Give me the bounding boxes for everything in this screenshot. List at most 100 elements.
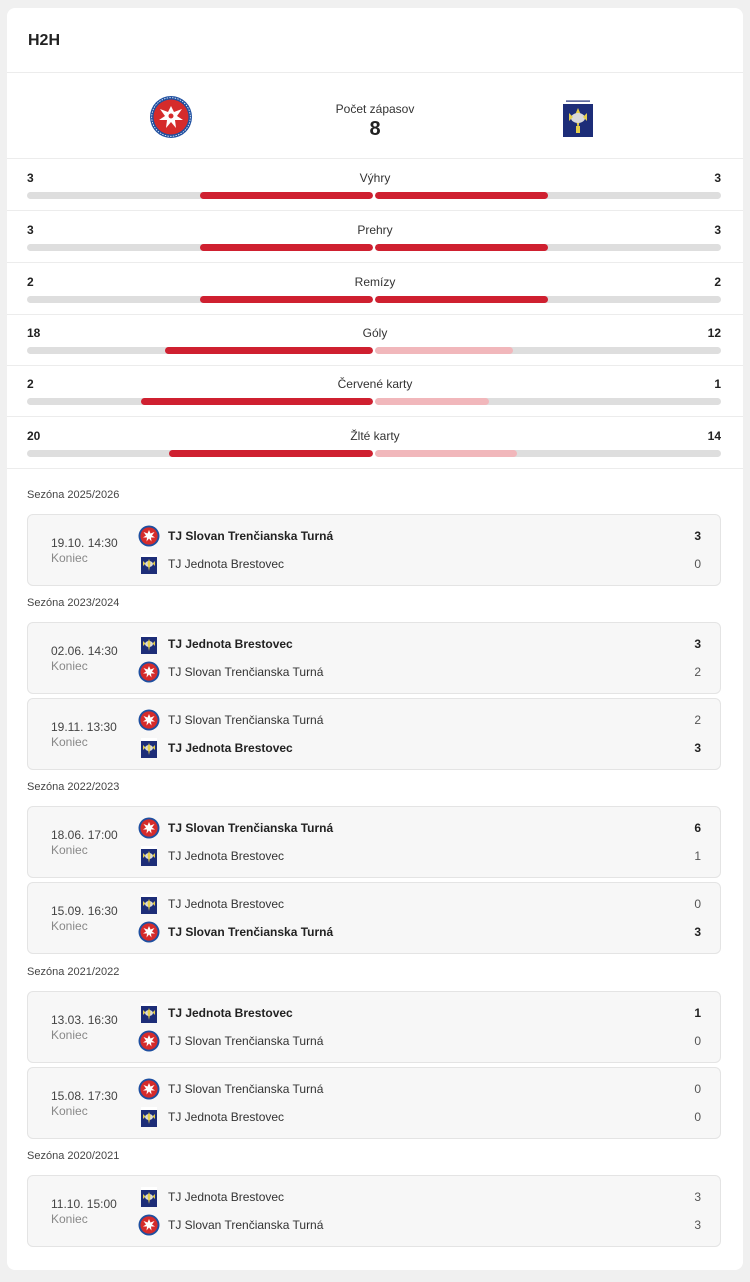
stat-home-value: 2 <box>27 275 34 289</box>
trencianska-turna-crest-icon <box>138 921 160 943</box>
season-heading: Sezóna 2025/2026 <box>27 489 120 501</box>
team-score: 3 <box>694 741 701 755</box>
stat-away-track <box>375 450 721 457</box>
stat-row: 2 Remízy 2 <box>7 263 743 315</box>
divider <box>7 210 743 211</box>
stat-home-bar <box>141 398 373 405</box>
stat-home-value: 3 <box>27 223 34 237</box>
divider <box>7 262 743 263</box>
stat-home-track <box>27 244 373 251</box>
trencianska-turna-crest-icon <box>138 1078 160 1100</box>
team-score: 0 <box>694 1082 701 1096</box>
match-team-row: TJ Slovan Trenčianska Turná 2 <box>138 661 708 683</box>
match-card[interactable]: 15.08. 17:30 Koniec TJ Slovan Trenčianska … <box>27 1067 721 1139</box>
h2h-card: H2H Počet zápasov 8 3 Výhry 3 3 Prehry 3 2 Remí… <box>7 8 743 1270</box>
team-score: 1 <box>694 1006 701 1020</box>
match-date: 11.10. 15:00 <box>51 1197 117 1211</box>
team-score: 2 <box>694 713 701 727</box>
match-status: Koniec <box>51 551 88 565</box>
match-status: Koniec <box>51 735 88 749</box>
stat-away-track <box>375 347 721 354</box>
match-team-row: TJ Slovan Trenčianska Turná 3 <box>138 1214 708 1236</box>
trencianska-turna-crest-icon <box>138 1214 160 1236</box>
team-name: TJ Slovan Trenčianska Turná <box>168 1218 324 1232</box>
season-heading: Sezóna 2023/2024 <box>27 597 120 609</box>
match-team-row: TJ Jednota Brestovec 0 <box>138 893 708 915</box>
match-card[interactable]: 11.10. 15:00 Koniec TJ Jednota Brestovec 3 T… <box>27 1175 721 1247</box>
team-score: 1 <box>694 849 701 863</box>
brestovec-crest-icon <box>141 894 157 914</box>
divider <box>7 72 743 73</box>
divider <box>7 416 743 417</box>
team-score: 3 <box>694 529 701 543</box>
match-card[interactable]: 15.09. 16:30 Koniec TJ Jednota Brestovec 0 T… <box>27 882 721 954</box>
team-score: 6 <box>694 821 701 835</box>
match-team-row: TJ Jednota Brestovec 0 <box>138 1106 708 1128</box>
match-team-row: TJ Slovan Trenčianska Turná 3 <box>138 921 708 943</box>
stat-away-bar <box>375 244 548 251</box>
team-score: 0 <box>694 897 701 911</box>
stat-away-value: 12 <box>707 326 721 340</box>
match-status: Koniec <box>51 659 88 673</box>
match-team-row: TJ Jednota Brestovec 3 <box>138 737 708 759</box>
trencianska-turna-crest-icon[interactable] <box>149 95 193 139</box>
match-date: 13.03. 16:30 <box>51 1013 118 1027</box>
stat-row: 3 Výhry 3 <box>7 159 743 211</box>
stat-home-bar <box>169 450 373 457</box>
brestovec-crest-icon[interactable] <box>563 99 593 137</box>
match-card[interactable]: 19.10. 14:30 Koniec TJ Slovan Trenčianska … <box>27 514 721 586</box>
team-name: TJ Jednota Brestovec <box>168 1190 285 1204</box>
match-date: 15.09. 16:30 <box>51 904 118 918</box>
stat-away-track <box>375 192 721 199</box>
stat-home-track <box>27 450 373 457</box>
brestovec-crest-icon <box>141 634 157 654</box>
team-name: TJ Slovan Trenčianska Turná <box>168 713 324 727</box>
match-card[interactable]: 02.06. 14:30 Koniec TJ Jednota Brestovec 3 T… <box>27 622 721 694</box>
divider <box>7 158 743 159</box>
stat-label: Remízy <box>354 275 396 289</box>
match-team-row: TJ Jednota Brestovec 3 <box>138 633 708 655</box>
match-card[interactable]: 18.06. 17:00 Koniec TJ Slovan Trenčianska … <box>27 806 721 878</box>
match-team-row: TJ Slovan Trenčianska Turná 6 <box>138 817 708 839</box>
team-score: 3 <box>694 1190 701 1204</box>
team-score: 3 <box>694 925 701 939</box>
match-team-row: TJ Jednota Brestovec 3 <box>138 1186 708 1208</box>
stat-home-value: 2 <box>27 377 34 391</box>
brestovec-crest-icon <box>141 1003 157 1023</box>
brestovec-crest-icon <box>141 554 157 574</box>
divider <box>7 365 743 366</box>
match-team-row: TJ Jednota Brestovec 1 <box>138 845 708 867</box>
stat-away-bar <box>375 192 548 199</box>
stat-away-value: 2 <box>714 275 721 289</box>
match-date: 15.08. 17:30 <box>51 1089 118 1103</box>
team-score: 0 <box>694 1034 701 1048</box>
divider <box>7 314 743 315</box>
section-title: H2H <box>28 32 61 49</box>
team-name: TJ Slovan Trenčianska Turná <box>168 1082 324 1096</box>
team-name: TJ Jednota Brestovec <box>168 849 285 863</box>
stat-away-value: 1 <box>714 377 721 391</box>
brestovec-crest-icon <box>141 846 157 866</box>
match-team-row: TJ Jednota Brestovec 0 <box>138 553 708 575</box>
match-team-row: TJ Slovan Trenčianska Turná 2 <box>138 709 708 731</box>
match-card[interactable]: 19.11. 13:30 Koniec TJ Slovan Trenčianska … <box>27 698 721 770</box>
stat-away-value: 3 <box>714 171 721 185</box>
brestovec-crest-icon <box>141 1187 157 1207</box>
team-name: TJ Jednota Brestovec <box>168 1006 293 1020</box>
match-date: 19.10. 14:30 <box>51 536 118 550</box>
team-name: TJ Slovan Trenčianska Turná <box>168 529 334 543</box>
match-date: 18.06. 17:00 <box>51 828 118 842</box>
trencianska-turna-crest-icon <box>138 709 160 731</box>
stat-row: 20 Žlté karty 14 <box>7 417 743 469</box>
team-score: 2 <box>694 665 701 679</box>
stat-home-bar <box>165 347 373 354</box>
match-status: Koniec <box>51 1028 88 1042</box>
stat-away-track <box>375 296 721 303</box>
trencianska-turna-crest-icon <box>138 817 160 839</box>
stat-home-value: 18 <box>27 326 41 340</box>
trencianska-turna-crest-icon <box>138 525 160 547</box>
match-card[interactable]: 13.03. 16:30 Koniec TJ Jednota Brestovec 1 T… <box>27 991 721 1063</box>
stat-home-bar <box>200 192 373 199</box>
match-team-row: TJ Slovan Trenčianska Turná 0 <box>138 1078 708 1100</box>
season-heading: Sezóna 2022/2023 <box>27 781 120 793</box>
